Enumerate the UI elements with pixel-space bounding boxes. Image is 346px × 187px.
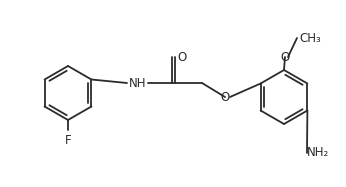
Text: CH₃: CH₃ xyxy=(299,31,321,45)
Text: NH: NH xyxy=(129,76,146,90)
Text: O: O xyxy=(220,91,230,103)
Text: NH₂: NH₂ xyxy=(307,146,329,160)
Text: O: O xyxy=(177,50,186,64)
Text: O: O xyxy=(280,50,290,64)
Text: F: F xyxy=(65,134,71,147)
